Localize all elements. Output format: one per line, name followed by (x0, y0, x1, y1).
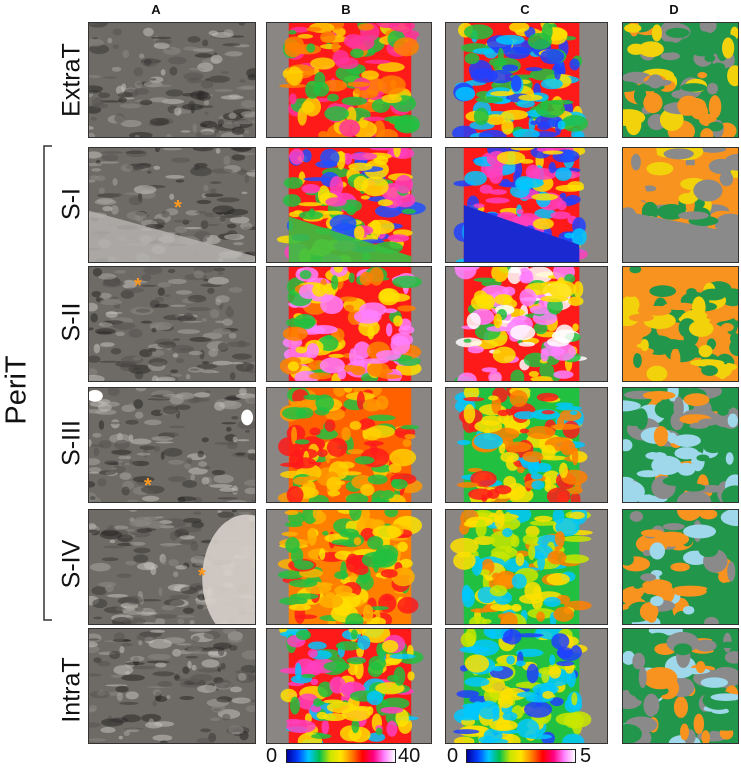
colorbar-c-max: 5 (580, 745, 592, 767)
tile-s2-c (445, 266, 608, 382)
row-label-s3: S-III (57, 420, 86, 466)
column-label-a: A (151, 2, 161, 17)
tile-s1-a (88, 147, 256, 263)
tile-s3-b (266, 387, 432, 503)
marker-star-s3: * (144, 475, 152, 497)
column-label-d: D (669, 2, 679, 17)
tile-extrat-c (445, 22, 608, 138)
row-label-s2: S-II (57, 302, 86, 342)
colorbar-c-min: 0 (447, 745, 459, 767)
tile-extrat-b (266, 22, 432, 138)
group-label-perit: PeriT (0, 355, 33, 425)
tile-s4-b (266, 509, 432, 625)
tile-intrat-b (266, 628, 432, 744)
tile-s3-a (88, 387, 256, 503)
tile-s2-b (266, 266, 432, 382)
tile-s4-a (88, 509, 256, 625)
row-label-s4: S-IV (57, 539, 86, 589)
row-label-extrat: ExtraT (57, 43, 86, 117)
tile-s1-b (266, 147, 432, 263)
colorbar-b-min: 0 (266, 745, 278, 767)
marker-star-s2: * (134, 275, 142, 297)
row-label-s1: S-I (57, 188, 86, 220)
tile-s4-c (445, 509, 608, 625)
tile-s3-c (445, 387, 608, 503)
colorbar-b-max: 40 (398, 745, 421, 767)
tile-intrat-a (88, 628, 256, 744)
perit-bracket (43, 145, 52, 621)
marker-star-s4: * (198, 565, 206, 587)
tile-intrat-d (622, 628, 739, 744)
marker-star-s1: * (174, 197, 182, 219)
tile-s2-a (88, 266, 256, 382)
tile-extrat-d (622, 22, 739, 138)
tile-s1-c (445, 147, 608, 263)
tile-s2-d (622, 266, 739, 382)
row-label-intrat: IntraT (57, 657, 86, 723)
tile-extrat-a (88, 22, 256, 138)
colorbar-c (466, 749, 576, 763)
tile-s3-d (622, 387, 739, 503)
tile-intrat-c (445, 628, 608, 744)
tile-s1-d (622, 147, 739, 263)
column-label-b: B (341, 2, 351, 17)
column-label-c: C (520, 2, 530, 17)
tile-s4-d (622, 509, 739, 625)
colorbar-b (286, 749, 396, 763)
